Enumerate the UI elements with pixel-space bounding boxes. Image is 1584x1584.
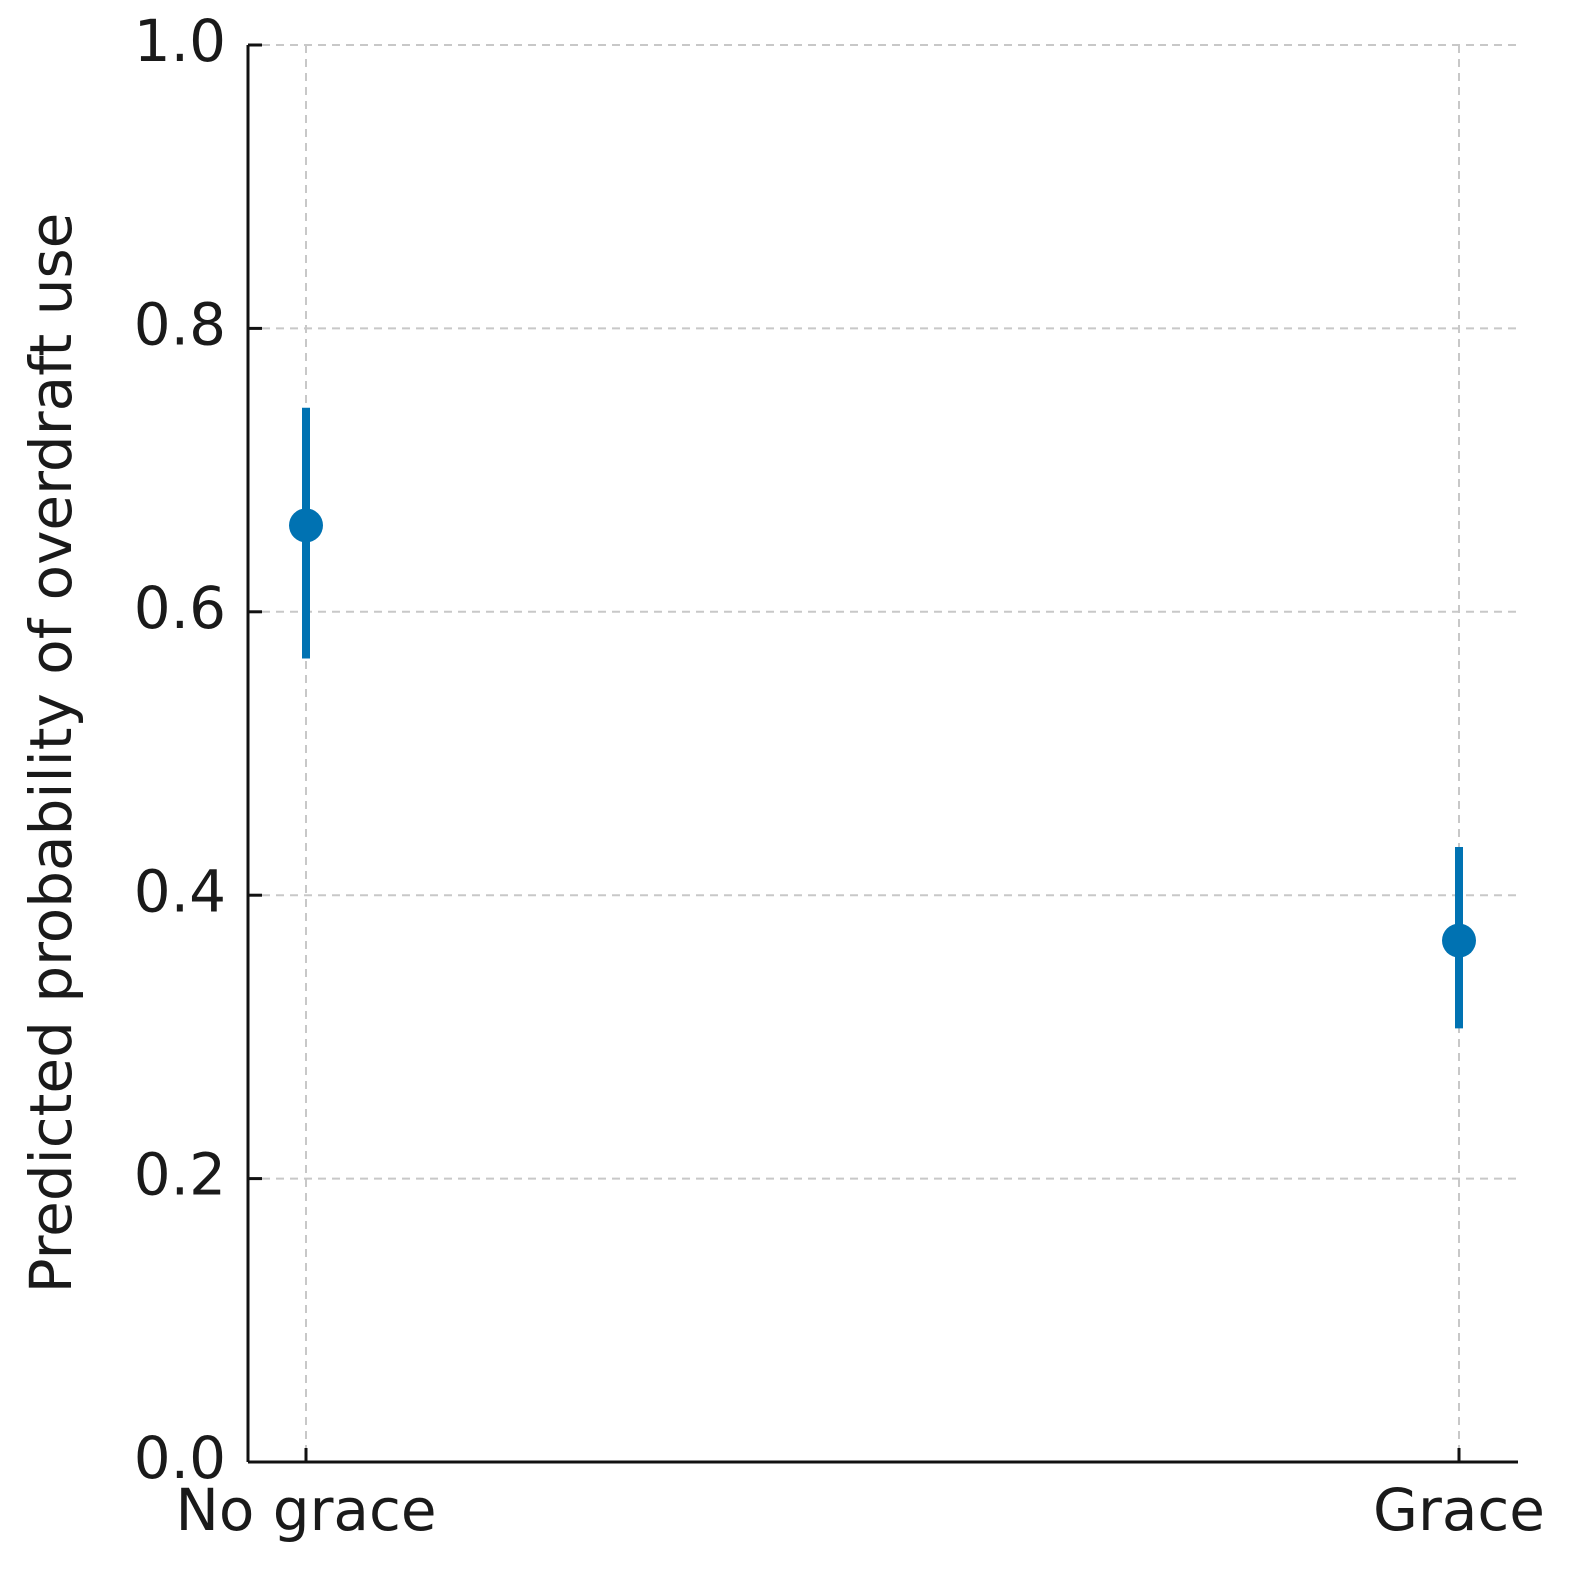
y-tick-label: 0.8 [134, 291, 226, 359]
y-tick-label: 1.0 [134, 7, 226, 75]
x-tick-label: Grace [1373, 1476, 1545, 1544]
y-tick-label: 0.6 [134, 574, 226, 642]
point [1442, 923, 1476, 958]
y-tick-label: 0.0 [134, 1424, 226, 1492]
y-tick-label: 0.2 [134, 1141, 226, 1209]
y-axis-label: Predicted probability of overdraft use [17, 213, 85, 1294]
x-tick-label: No grace [175, 1476, 436, 1544]
point [289, 508, 323, 543]
y-tick-label: 0.4 [134, 857, 226, 925]
